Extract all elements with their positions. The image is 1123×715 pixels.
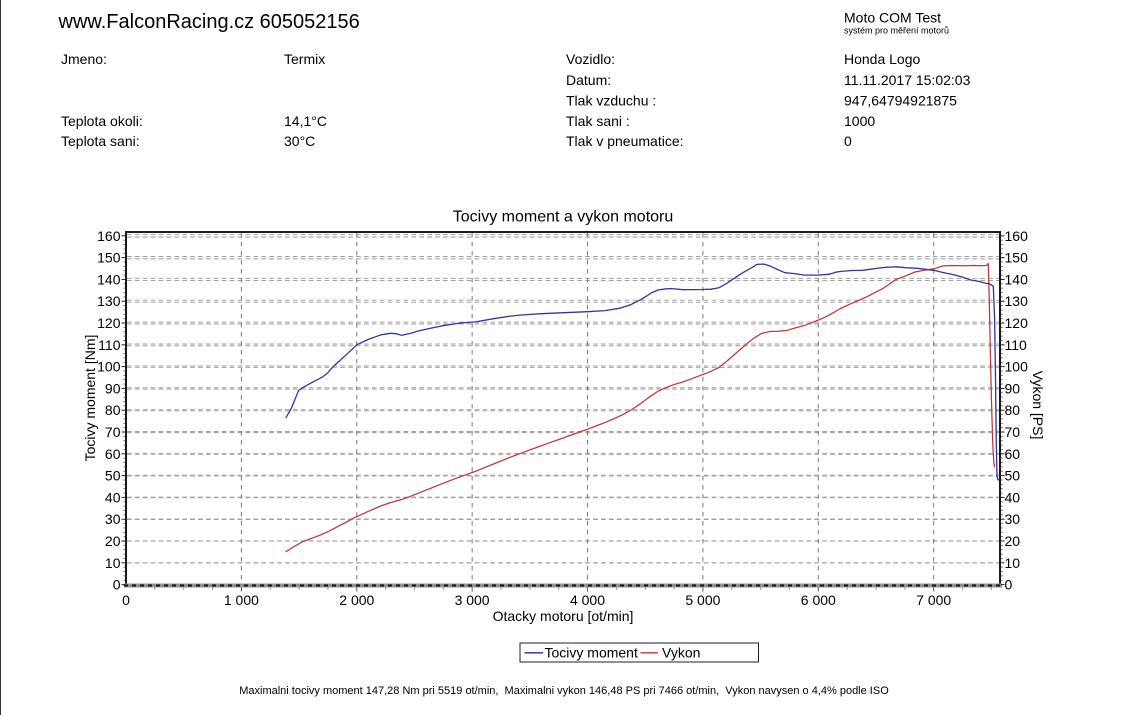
svg-text:110: 110 [1005, 337, 1028, 353]
svg-text:120: 120 [1005, 315, 1029, 331]
svg-text:100: 100 [97, 359, 121, 375]
svg-text:3 000: 3 000 [455, 592, 490, 608]
svg-text:0: 0 [122, 592, 130, 608]
svg-text:140: 140 [1005, 271, 1029, 287]
svg-text:Moto COM Test: Moto COM Test [844, 10, 941, 26]
svg-text:50: 50 [105, 468, 121, 484]
svg-text:90: 90 [105, 380, 121, 396]
svg-text:Termix: Termix [284, 51, 325, 67]
svg-text:Otacky motoru [ot/min]: Otacky motoru [ot/min] [493, 608, 634, 624]
svg-text:30: 30 [1005, 511, 1021, 527]
svg-text:160: 160 [1005, 228, 1029, 244]
svg-text:40: 40 [1005, 489, 1021, 505]
svg-text:Tlak sani :: Tlak sani : [566, 113, 630, 129]
svg-text:1 000: 1 000 [224, 592, 259, 608]
svg-text:150: 150 [97, 250, 121, 266]
svg-text:60: 60 [1005, 446, 1021, 462]
svg-text:20: 20 [105, 533, 121, 549]
svg-text:Vozidlo:: Vozidlo: [566, 51, 615, 67]
svg-text:11.11.2017 15:02:03: 11.11.2017 15:02:03 [844, 72, 971, 88]
svg-text:0: 0 [1005, 577, 1013, 593]
svg-text:Jmeno:: Jmeno: [61, 51, 107, 67]
svg-text:0: 0 [844, 133, 852, 149]
svg-text:10: 10 [1005, 555, 1021, 571]
svg-text:Datum:: Datum: [566, 72, 611, 88]
svg-text:50: 50 [1005, 468, 1021, 484]
svg-text:1000: 1000 [844, 113, 875, 129]
svg-text:100: 100 [1005, 359, 1029, 375]
svg-text:80: 80 [105, 402, 121, 418]
svg-text:4 000: 4 000 [570, 592, 605, 608]
svg-text:www.FalconRacing.cz 605052156: www.FalconRacing.cz 605052156 [58, 11, 360, 33]
svg-text:60: 60 [105, 446, 121, 462]
svg-text:90: 90 [1005, 380, 1021, 396]
svg-text:40: 40 [105, 489, 121, 505]
svg-text:160: 160 [97, 228, 121, 244]
svg-text:30: 30 [105, 511, 121, 527]
svg-text:2 000: 2 000 [339, 592, 374, 608]
svg-text:Teplota okoli:: Teplota okoli: [61, 113, 143, 129]
svg-text:Teplota sani:: Teplota sani: [61, 133, 140, 149]
svg-text:947,64794921875: 947,64794921875 [844, 93, 957, 109]
svg-text:120: 120 [97, 315, 121, 331]
svg-text:150: 150 [1005, 250, 1029, 266]
svg-text:Vykon [PS]: Vykon [PS] [1030, 371, 1046, 440]
svg-text:5 000: 5 000 [685, 592, 720, 608]
svg-text:70: 70 [1005, 424, 1021, 440]
svg-text:Tlak vzduchu :: Tlak vzduchu : [566, 93, 656, 109]
svg-text:110: 110 [98, 337, 121, 353]
svg-text:30°C: 30°C [284, 133, 315, 149]
svg-text:70: 70 [105, 424, 121, 440]
svg-text:Tocivy moment: Tocivy moment [545, 645, 638, 661]
svg-text:130: 130 [1005, 293, 1029, 309]
svg-text:10: 10 [105, 555, 121, 571]
svg-text:6 000: 6 000 [801, 592, 836, 608]
svg-text:130: 130 [97, 293, 121, 309]
svg-text:0: 0 [113, 577, 121, 593]
svg-text:Tocivy moment a vykon motoru: Tocivy moment a vykon motoru [453, 209, 674, 226]
svg-text:7 000: 7 000 [916, 592, 951, 608]
svg-text:80: 80 [1005, 402, 1021, 418]
svg-text:Honda Logo: Honda Logo [844, 51, 921, 67]
svg-text:20: 20 [1005, 533, 1021, 549]
svg-text:140: 140 [97, 271, 121, 287]
svg-text:systém pro měření motorů: systém pro měření motorů [844, 26, 949, 36]
svg-text:Tlak v pneumatice:: Tlak v pneumatice: [566, 133, 684, 149]
svg-text:Vykon: Vykon [662, 645, 700, 661]
svg-text:Maximalni tocivy moment 147,28: Maximalni tocivy moment 147,28 Nm pri 55… [239, 685, 889, 697]
svg-text:14,1°C: 14,1°C [284, 113, 327, 129]
svg-text:Tocivy moment [Nm]: Tocivy moment [Nm] [82, 335, 98, 462]
